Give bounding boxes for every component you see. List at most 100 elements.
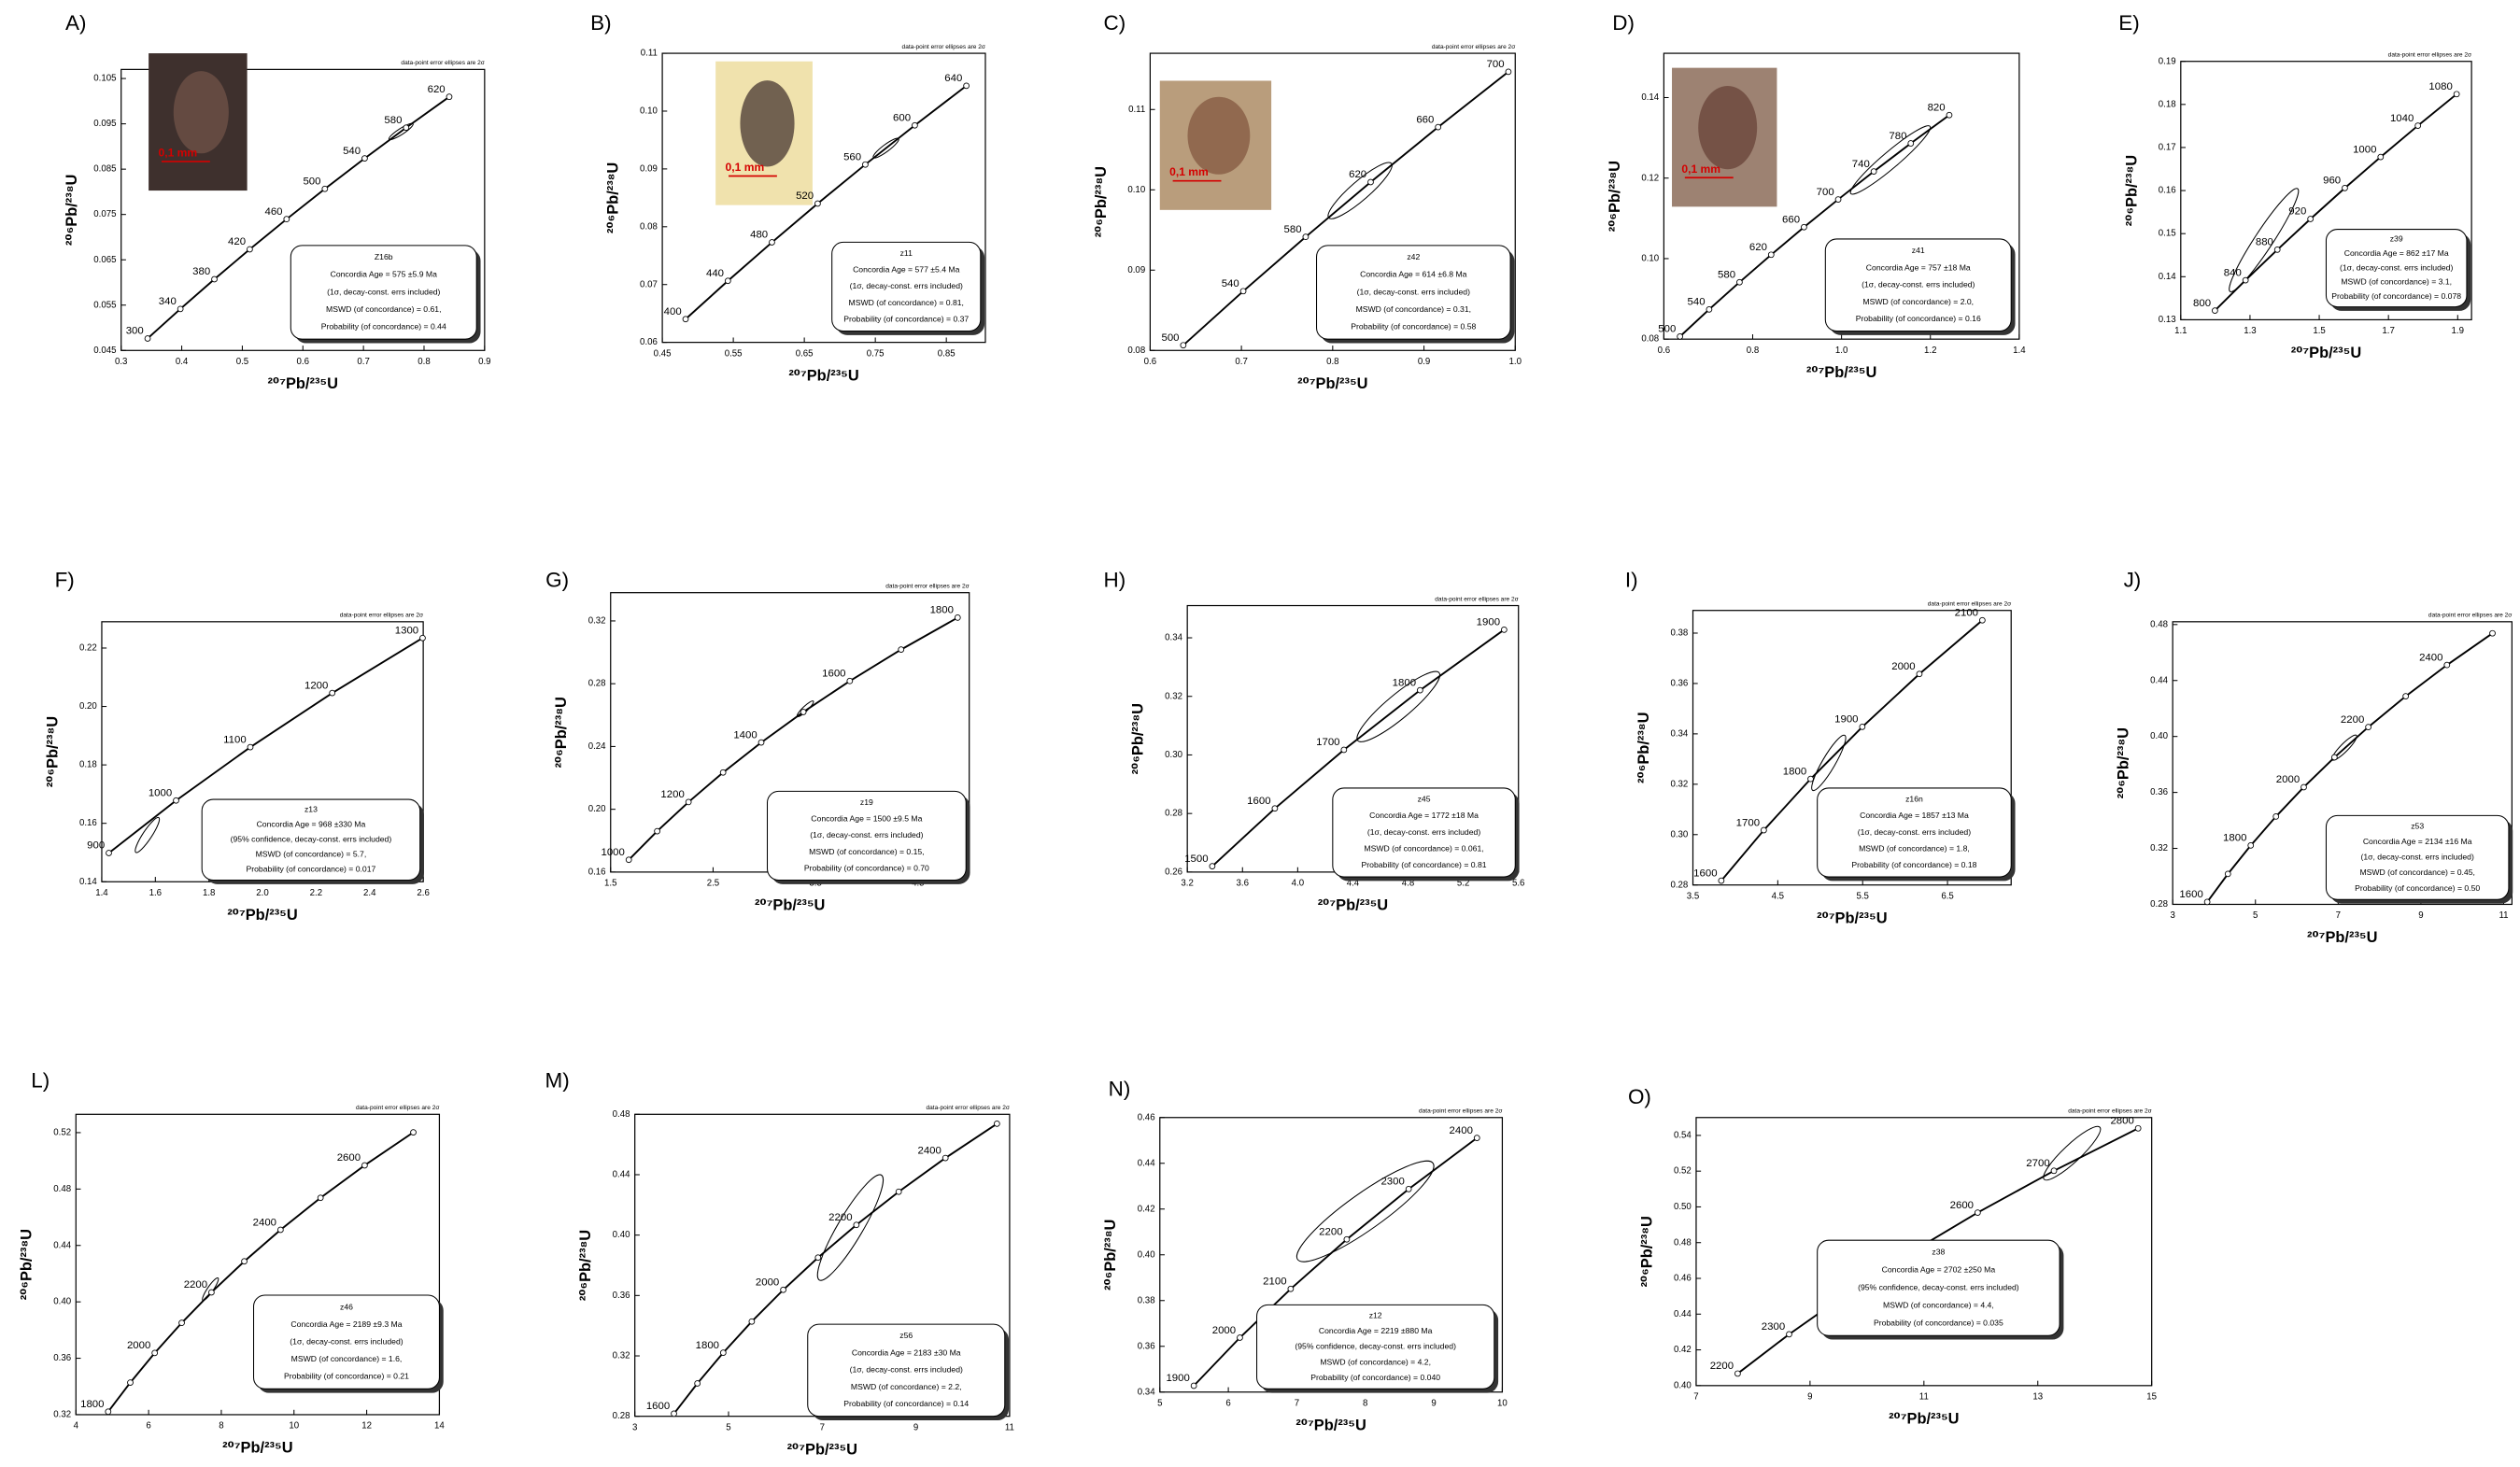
x-tick-label: 4 <box>74 1421 79 1432</box>
age-label: 1800 <box>1783 766 1806 777</box>
info-line: MSWD (of concordance) = 0.45, <box>2359 868 2474 877</box>
age-label: 500 <box>1658 324 1676 335</box>
age-label: 1900 <box>1834 714 1858 726</box>
info-line: z46 <box>340 1302 353 1311</box>
info-line: z39 <box>2390 234 2403 244</box>
y-axis-label: ²⁰⁶Pb/²³⁸U <box>577 1230 594 1301</box>
y-tick-label: 0.09 <box>1127 265 1145 275</box>
age-marker <box>2272 813 2280 820</box>
y-tick-label: 0.42 <box>1138 1204 1155 1214</box>
y-tick-label: 0.22 <box>79 643 97 654</box>
error-ellipse <box>1356 670 1441 742</box>
age-label: 920 <box>2288 206 2306 218</box>
info-line: z38 <box>1932 1248 1945 1257</box>
x-tick-label: 1.0 <box>1509 357 1522 367</box>
age-marker <box>276 1226 284 1234</box>
info-line: (95% confidence, decay-const. errs inclu… <box>1295 1342 1456 1351</box>
age-marker <box>1302 233 1310 241</box>
info-line: MSWD (of concordance) = 2.0, <box>1862 297 1974 306</box>
x-tick-label: 0.5 <box>236 357 248 367</box>
x-tick-label: 13 <box>2032 1392 2043 1403</box>
info-line: (1σ, decay-const. errs included) <box>290 1336 403 1346</box>
age-label: 480 <box>750 230 768 241</box>
age-marker <box>1706 305 1713 313</box>
x-tick-label: 1.4 <box>2013 346 2026 356</box>
age-marker <box>1760 826 1767 834</box>
age-marker <box>2377 153 2385 161</box>
y-tick-label: 0.13 <box>2159 315 2176 325</box>
age-marker <box>814 1254 822 1262</box>
age-label: 1600 <box>822 669 845 680</box>
y-tick-label: 0.40 <box>53 1297 71 1307</box>
info-line: z11 <box>900 248 913 258</box>
age-marker <box>1718 877 1725 884</box>
info-line: z45 <box>1418 795 1431 804</box>
y-tick-label: 0.34 <box>1165 633 1182 643</box>
age-marker <box>1734 1370 1741 1377</box>
info-box <box>1824 238 2012 332</box>
x-tick-label: 6 <box>146 1421 150 1432</box>
info-line: Z16b <box>375 252 393 261</box>
age-marker <box>1505 68 1512 76</box>
plot-frame <box>2172 621 2513 906</box>
age-label: 420 <box>228 236 246 247</box>
age-marker <box>1974 1209 1981 1216</box>
x-axis-label: ²⁰⁷Pb/²³⁵U <box>1806 364 1876 381</box>
x-tick-label: 10 <box>1497 1398 1508 1408</box>
age-label: 2600 <box>337 1152 361 1164</box>
age-marker <box>1287 1285 1295 1292</box>
age-marker <box>2203 898 2211 906</box>
x-tick-label: 0.75 <box>867 348 885 359</box>
age-label: 820 <box>1928 102 1946 113</box>
age-marker <box>1180 342 1187 349</box>
info-line: Probability (of concordance) = 0.37 <box>843 314 969 323</box>
age-marker <box>1807 775 1814 783</box>
info-line: (95% confidence, decay-const. errs inclu… <box>231 835 392 844</box>
info-line: Concordia Age = 757 ±18 Ma <box>1866 262 1971 272</box>
y-tick-label: 0.36 <box>613 1291 630 1301</box>
x-tick-label: 0.65 <box>796 348 814 359</box>
age-marker <box>963 82 970 90</box>
age-marker <box>1859 724 1866 730</box>
age-label: 1500 <box>1184 853 1208 865</box>
age-label: 600 <box>893 112 911 123</box>
panel: J) data-point error ellipses are 2σ 3 5 7 9 11… <box>2116 569 2513 946</box>
y-tick-label: 0.40 <box>2150 731 2168 741</box>
panel: N) data-point error ellipses are 2σ 5 6 7 8 9 1… <box>1102 1077 1508 1433</box>
info-line: MSWD (of concordance) = 4.4, <box>1883 1300 1994 1309</box>
y-tick-label: 0.16 <box>2159 186 2176 196</box>
age-marker <box>1736 278 1743 286</box>
x-tick-label: 14 <box>434 1421 445 1432</box>
y-tick-label: 0.18 <box>79 760 97 770</box>
age-marker <box>912 121 918 129</box>
info-line: MSWD (of concordance) = 2.2, <box>851 1382 962 1391</box>
concordia-curve <box>672 1122 998 1415</box>
y-tick-label: 0.32 <box>1165 691 1182 701</box>
info-line: Probability (of concordance) = 0.16 <box>1856 314 1981 323</box>
y-axis-label: ²⁰⁶Pb/²³⁸U <box>605 162 622 233</box>
ellipse-note: data-point error ellipses are 2σ <box>1435 596 1518 602</box>
y-tick-label: 0.52 <box>1674 1166 1692 1177</box>
age-label: 380 <box>192 266 210 277</box>
age-marker <box>2247 842 2255 849</box>
panel-title: F) <box>55 569 75 592</box>
panel: B)data-point error ellipses are 2σ0.45 0.… <box>590 11 986 384</box>
y-tick-label: 0.44 <box>1674 1309 1692 1319</box>
age-marker <box>1209 863 1216 870</box>
age-label: 500 <box>1162 332 1180 344</box>
x-tick-label: 0.6 <box>1658 346 1670 356</box>
x-tick-label: 12 <box>361 1421 372 1432</box>
y-tick-label: 0.54 <box>1674 1130 1692 1140</box>
age-label: 1100 <box>223 734 247 745</box>
error-ellipse <box>2043 1125 2102 1181</box>
y-tick-label: 0.28 <box>1165 809 1182 819</box>
age-marker <box>1405 1185 1412 1192</box>
y-tick-label: 0.12 <box>1641 173 1659 183</box>
ellipse-note: data-point error ellipses are 2σ <box>2428 613 2512 619</box>
x-tick-label: 1.4 <box>95 888 108 898</box>
x-tick-label: 1.2 <box>1924 346 1936 356</box>
concordia-curve <box>2206 632 2494 903</box>
y-axis-label: ²⁰⁶Pb/²³⁸U <box>1607 161 1623 232</box>
x-tick-label: 7 <box>2336 910 2341 921</box>
y-tick-label: 0.08 <box>1641 334 1659 345</box>
